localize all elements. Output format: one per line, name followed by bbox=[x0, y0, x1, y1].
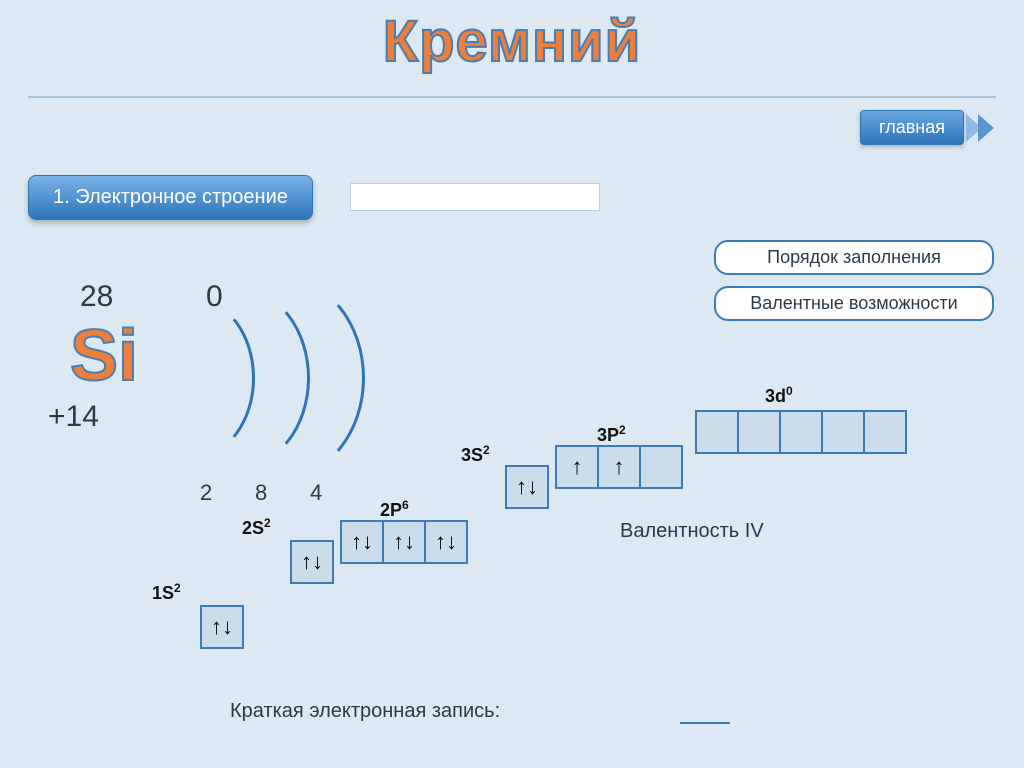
orbital-2p: 2P6 ↑↓ ↑↓ ↑↓ bbox=[340, 520, 468, 564]
blank-line bbox=[680, 722, 730, 724]
shell-arc-3 bbox=[205, 278, 365, 478]
orbital-box: ↑ bbox=[555, 445, 599, 489]
orbital-box bbox=[737, 410, 781, 454]
atom-charge: +14 bbox=[48, 400, 99, 434]
orbital-box: ↑↓ bbox=[340, 520, 384, 564]
shell-count-2: 8 bbox=[255, 480, 267, 506]
orbital-box: ↑↓ bbox=[290, 540, 334, 584]
orbital-box: ↑↓ bbox=[200, 605, 244, 649]
orbital-box bbox=[639, 445, 683, 489]
orbital-box bbox=[863, 410, 907, 454]
orbital-2s: 2S2 ↑↓ bbox=[290, 540, 334, 584]
divider bbox=[28, 96, 996, 98]
orbital-3s: 3S2 ↑↓ bbox=[505, 465, 549, 509]
atom-symbol: Si bbox=[70, 315, 138, 397]
orbital-2s-label: 2S2 bbox=[242, 516, 271, 539]
page-title: Кремний bbox=[383, 8, 642, 75]
orbital-1s: 1S2 ↑↓ bbox=[200, 605, 244, 649]
orbital-box bbox=[821, 410, 865, 454]
orbital-3p: 3P2 ↑ ↑ bbox=[555, 445, 683, 489]
shell-count-3: 4 bbox=[310, 480, 322, 506]
shell-count-1: 2 bbox=[200, 480, 212, 506]
fill-order-button[interactable]: Порядок заполнения bbox=[714, 240, 994, 275]
orbital-3d: 3d0 bbox=[695, 410, 907, 454]
short-record-label: Краткая электронная запись: bbox=[230, 700, 500, 723]
section-heading: 1. Электронное строение bbox=[28, 175, 313, 220]
orbital-3p-label: 3P2 bbox=[597, 423, 626, 446]
section-strip bbox=[350, 183, 600, 211]
valence-options-button[interactable]: Валентные возможности bbox=[714, 286, 994, 321]
orbital-box bbox=[695, 410, 739, 454]
orbital-box: ↑↓ bbox=[424, 520, 468, 564]
valence-text: Валентность IV bbox=[620, 520, 764, 543]
nav-main-button[interactable]: главная bbox=[860, 110, 994, 145]
atom-mass: 28 bbox=[80, 280, 113, 314]
orbital-3s-label: 3S2 bbox=[461, 443, 490, 466]
nav-main-label: главная bbox=[860, 110, 964, 145]
orbital-1s-label: 1S2 bbox=[152, 581, 181, 604]
orbital-2p-label: 2P6 bbox=[380, 498, 409, 521]
orbital-box: ↑↓ bbox=[382, 520, 426, 564]
orbital-box: ↑ bbox=[597, 445, 641, 489]
chevron-right-icon bbox=[970, 114, 994, 142]
orbital-box: ↑↓ bbox=[505, 465, 549, 509]
orbital-box bbox=[779, 410, 823, 454]
orbital-3d-label: 3d0 bbox=[765, 384, 793, 407]
